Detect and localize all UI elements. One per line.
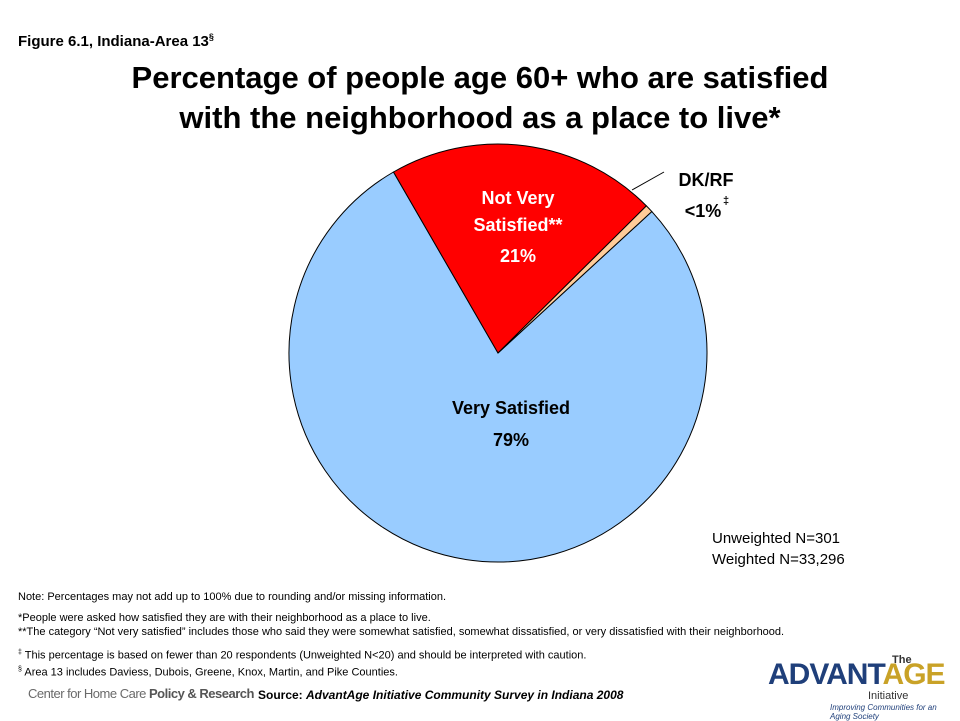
chart-title: Percentage of people age 60+ who are sat… (20, 58, 940, 138)
note-category: **The category “Not very satisfied” incl… (18, 626, 785, 638)
source-prefix: Source: (258, 688, 307, 702)
note-area-mark: § (18, 665, 22, 673)
logo-the: The (892, 654, 912, 666)
label-not-very-satisfied-line2: Satisfied** (473, 215, 562, 235)
figure-label: Figure 6.1, Indiana-Area 13§ (18, 32, 214, 50)
label-dk-rf-value: <1% (685, 201, 722, 221)
source-text: AdvantAge Initiative Community Survey in… (306, 688, 624, 702)
center-home-care-logo-part1: Center for Home Care (28, 686, 149, 701)
note-small-sample: ‡ This percentage is based on fewer than… (18, 646, 948, 663)
note-area-text: Area 13 includes Daviess, Dubois, Greene… (21, 666, 398, 679)
label-very-satisfied-value: 79% (493, 430, 529, 450)
footnotes: Note: Percentages may not add up to 100%… (18, 590, 948, 679)
advantage-initiative-logo: The ADVANTAGE Initiative Improving Commu… (768, 654, 958, 721)
label-dk-rf: DK/RF (679, 170, 734, 190)
pie-slice-very-satisfied (288, 171, 708, 563)
logo-brand-part1: ADVANT (768, 658, 884, 691)
sample-size: Unweighted N=301 Weighted N=33,296 (712, 528, 845, 570)
label-not-very-satisfied-value: 21% (500, 246, 536, 266)
pie-slice-not-very-satisfied (392, 143, 648, 354)
dk-rf-leader-line (631, 171, 665, 191)
weighted-n: Weighted N=33,296 (712, 551, 845, 568)
logo-brand-part2: AGE (882, 658, 946, 691)
center-home-care-logo: Center for Home Care Policy & Research (28, 686, 254, 701)
label-not-very-satisfied-line1: Not Very (481, 188, 554, 208)
center-home-care-logo-part2: Policy & Research (149, 686, 254, 701)
logo-tagline: Improving Communities for an Aging Socie… (830, 703, 937, 721)
note-area: § Area 13 includes Daviess, Dubois, Gree… (18, 663, 948, 680)
figure-label-text: Figure 6.1, Indiana-Area 13 (18, 33, 209, 50)
pie-slice-dk-rf (497, 205, 653, 354)
logo-initiative: Initiative (868, 690, 909, 702)
note-rounding: Note: Percentages may not add up to 100%… (18, 591, 447, 603)
unweighted-n: Unweighted N=301 (712, 530, 841, 547)
source-line: Source: AdvantAge Initiative Community S… (258, 688, 623, 702)
chart-title-line1: Percentage of people age 60+ who are sat… (131, 60, 829, 95)
chart-title-line2: with the neighborhood as a place to live… (179, 100, 781, 135)
note-small-sample-text: This percentage is based on fewer than 2… (21, 649, 587, 662)
figure-label-mark: § (208, 32, 214, 42)
label-very-satisfied: Very Satisfied (452, 398, 570, 418)
note-question: *People were asked how satisfied they ar… (18, 612, 431, 624)
logo-brand: ADVANTAGE (768, 658, 946, 692)
label-dk-rf-mark: ‡ (723, 195, 729, 207)
note-small-sample-mark: ‡ (18, 649, 22, 656)
